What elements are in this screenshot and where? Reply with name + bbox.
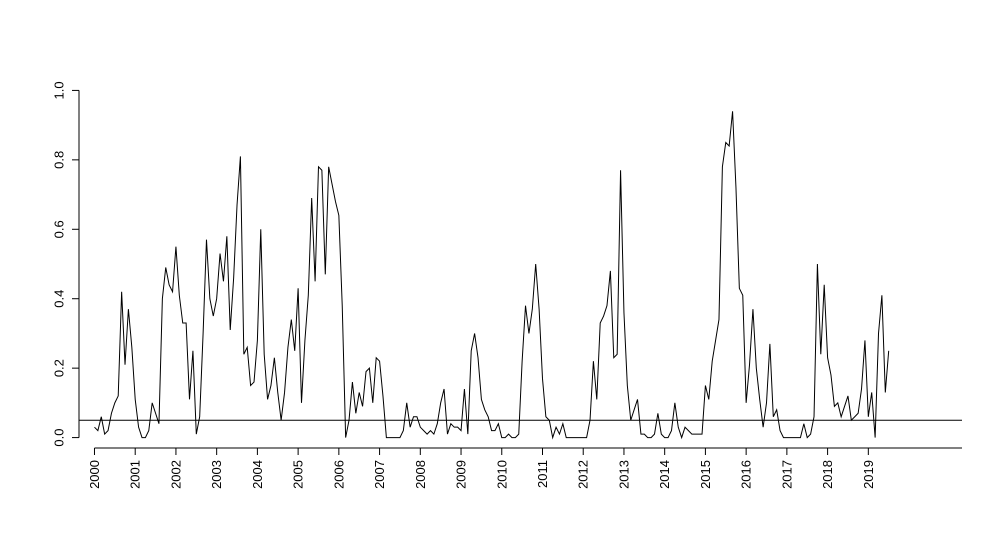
x-tick-label: 2008 (413, 460, 428, 489)
x-tick-label: 2002 (168, 460, 183, 489)
x-tick-label: 2017 (779, 460, 794, 489)
x-tick-label: 2012 (576, 460, 591, 489)
x-tick-label: 2003 (209, 460, 224, 489)
x-tick-label: 2010 (494, 460, 509, 489)
x-tick-label: 2005 (291, 460, 306, 489)
x-tick-label: 2015 (698, 460, 713, 489)
x-axis: 2000 2001 2002 2003 2004 2005 2006 2007 2008 2009… (87, 447, 962, 489)
x-tick-label: 2001 (128, 460, 143, 489)
x-tick-label: 2009 (454, 460, 469, 489)
x-tick-label: 2018 (820, 460, 835, 489)
x-tick-label: 2019 (861, 460, 876, 489)
y-tick-label: 1.0 (52, 81, 67, 99)
x-tick-label: 2014 (657, 460, 672, 489)
y-tick-label: 0.4 (52, 290, 67, 308)
y-tick-label: 0.6 (52, 220, 67, 238)
x-tick-label: 2006 (331, 460, 346, 489)
y-tick-label: 0.0 (52, 429, 67, 447)
y-tick-label: 0.8 (52, 151, 67, 169)
x-tick-label: 2011 (535, 460, 550, 488)
y-axis: 0.0 0.2 0.4 0.6 0.8 1.0 (52, 81, 80, 447)
y-tick-label: 0.2 (52, 359, 67, 377)
x-tick-label: 2000 (87, 460, 102, 489)
x-tick-label: 2007 (372, 460, 387, 489)
series-line (94, 111, 890, 440)
x-tick-label: 2004 (250, 460, 265, 489)
x-tick-label: 2016 (739, 460, 754, 489)
x-tick-label: 2013 (616, 460, 631, 489)
